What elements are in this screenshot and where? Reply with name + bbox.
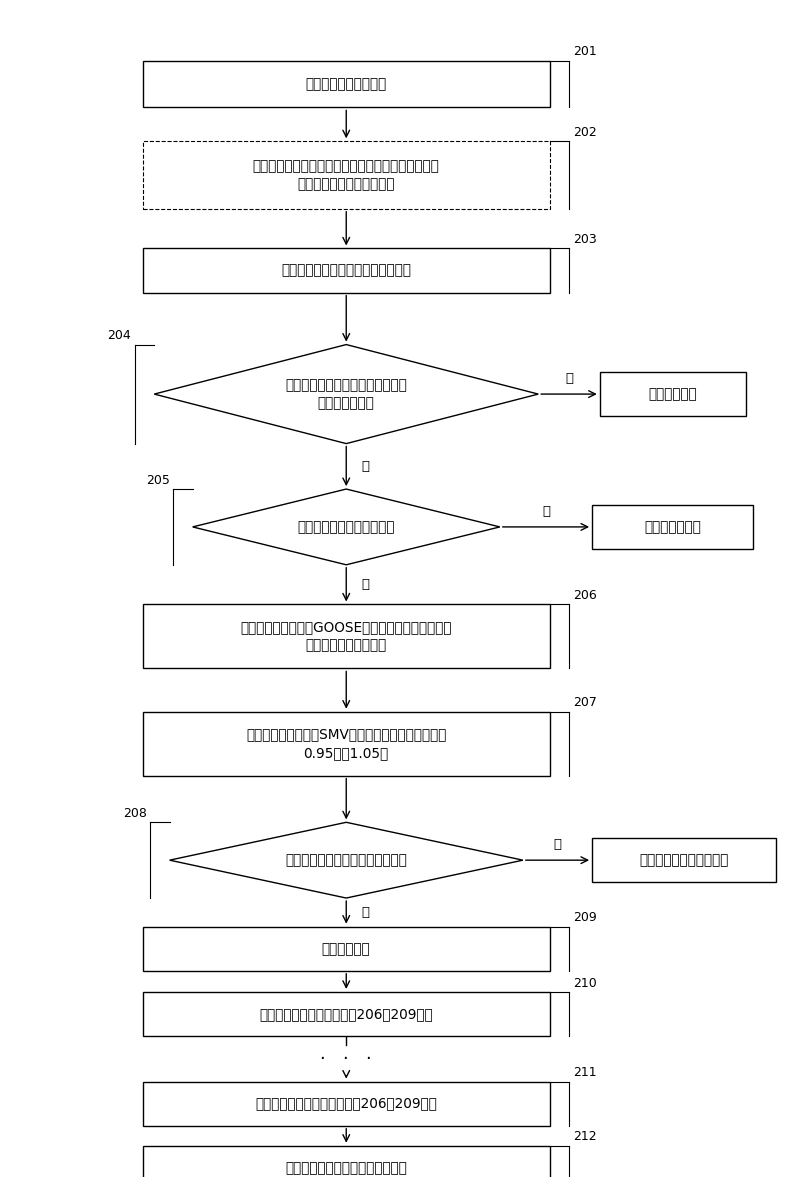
FancyBboxPatch shape — [142, 992, 550, 1036]
Text: 开关量异常告警: 开关量异常告警 — [644, 520, 701, 534]
Text: 201: 201 — [573, 45, 597, 58]
Text: ·   ·   ·: · · · — [320, 1050, 372, 1068]
Text: 操作人员启动测试按键: 操作人员启动测试按键 — [306, 77, 387, 92]
FancyBboxPatch shape — [592, 505, 754, 549]
Text: 自动调整故障模拟量SMV，使其分别满足保护定值的
0.95倍和1.05倍: 自动调整故障模拟量SMV，使其分别满足保护定值的 0.95倍和1.05倍 — [246, 728, 446, 760]
Text: 211: 211 — [573, 1067, 597, 1080]
Polygon shape — [170, 823, 523, 898]
FancyBboxPatch shape — [142, 926, 550, 971]
Text: 202: 202 — [573, 126, 597, 139]
FancyBboxPatch shape — [142, 1146, 550, 1189]
Text: 通过光以太网口发送GOOSE信息自动投退第一个保护
试验项目所需的软压板: 通过光以太网口发送GOOSE信息自动投退第一个保护 试验项目所需的软压板 — [241, 621, 452, 653]
FancyBboxPatch shape — [600, 372, 746, 416]
Text: 采样异常告警: 采样异常告警 — [648, 388, 697, 401]
Polygon shape — [154, 345, 538, 443]
FancyBboxPatch shape — [142, 1082, 550, 1126]
Text: 否: 否 — [565, 372, 573, 385]
Text: 否: 否 — [542, 504, 550, 517]
Text: 是: 是 — [362, 906, 370, 919]
Text: 通过光以太网口读取被测继电保护装置的装置型号、
额定参数、保护定值等信息: 通过光以太网口读取被测继电保护装置的装置型号、 额定参数、保护定值等信息 — [253, 159, 440, 191]
FancyBboxPatch shape — [142, 61, 550, 107]
Text: 210: 210 — [573, 976, 597, 989]
Text: 212: 212 — [573, 1131, 597, 1144]
Text: 是: 是 — [362, 578, 370, 591]
FancyBboxPatch shape — [142, 141, 550, 209]
Text: 检查交流电流、电压零漂及线性度
是否符合要求？: 检查交流电流、电压零漂及线性度 是否符合要求？ — [286, 378, 407, 410]
FancyBboxPatch shape — [142, 249, 550, 292]
Text: 否: 否 — [554, 838, 562, 851]
Text: 209: 209 — [573, 911, 597, 924]
FancyBboxPatch shape — [142, 711, 550, 775]
Text: 203: 203 — [573, 233, 597, 246]
Text: 205: 205 — [146, 473, 170, 486]
Text: 206: 206 — [573, 589, 597, 602]
FancyBboxPatch shape — [142, 604, 550, 668]
Text: 检验开入、开出是否正常？: 检验开入、开出是否正常？ — [298, 520, 395, 534]
Text: 根据以上信息装置自动生成测试方案: 根据以上信息装置自动生成测试方案 — [282, 264, 411, 277]
Text: 找出动作时间: 找出动作时间 — [322, 942, 370, 956]
Text: 被试继电保护装置是否正确动作？: 被试继电保护装置是否正确动作？ — [286, 854, 407, 867]
Text: 全部试验完成，自动生成试验报告: 全部试验完成，自动生成试验报告 — [286, 1160, 407, 1175]
Text: 最后一个保护试验项目（同上206－209步）: 最后一个保护试验项目（同上206－209步） — [255, 1096, 437, 1111]
Text: 208: 208 — [122, 807, 146, 820]
Text: 204: 204 — [107, 329, 131, 342]
Text: 是: 是 — [362, 460, 370, 473]
Text: 下一个保护试验项目（同上206－209步）: 下一个保护试验项目（同上206－209步） — [259, 1007, 433, 1021]
FancyBboxPatch shape — [592, 838, 776, 882]
Text: 该保护试验项目异常告警: 该保护试验项目异常告警 — [639, 854, 729, 867]
Polygon shape — [193, 489, 500, 565]
Text: 207: 207 — [573, 697, 597, 710]
